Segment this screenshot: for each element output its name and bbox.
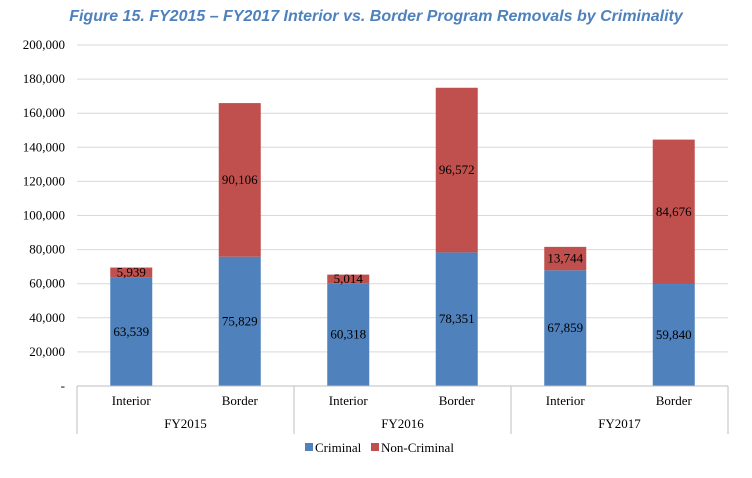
non-criminal-bar bbox=[110, 267, 153, 278]
y-tick-label: - bbox=[61, 378, 65, 393]
data-label: 13,744 bbox=[547, 251, 583, 266]
non-criminal-bar bbox=[544, 246, 587, 271]
x-group-label: FY2015 bbox=[164, 416, 207, 431]
criminal-bar bbox=[652, 283, 695, 386]
legend-swatch bbox=[305, 443, 313, 451]
data-label: 59,840 bbox=[656, 327, 692, 342]
data-label: 67,859 bbox=[547, 320, 583, 335]
non-criminal-bar bbox=[218, 103, 261, 257]
criminal-bar bbox=[544, 270, 587, 386]
x-group-label: FY2017 bbox=[598, 416, 641, 431]
y-axis-ticks: - 20,000 40,000 60,000 80,000 100,000 120,000 1… bbox=[23, 37, 65, 393]
criminal-bar bbox=[435, 252, 478, 386]
data-label: 84,676 bbox=[656, 204, 692, 219]
non-criminal-bar bbox=[435, 87, 478, 253]
y-tick-label: 100,000 bbox=[23, 208, 65, 223]
bars: 63,539 5,939 75,829 90,106 60,318 5,014 78,351… bbox=[110, 87, 695, 386]
legend-label: Criminal bbox=[315, 440, 362, 455]
y-tick-label: 20,000 bbox=[29, 344, 65, 359]
gridlines bbox=[77, 44, 728, 353]
data-label: 60,318 bbox=[330, 327, 366, 342]
chart-title: Figure 15. FY2015 – FY2017 Interior vs. … bbox=[69, 8, 683, 25]
legend: Criminal Non-Criminal bbox=[305, 440, 454, 455]
y-tick-label: 120,000 bbox=[23, 173, 65, 188]
criminal-bar bbox=[218, 256, 261, 386]
x-category-label: Border bbox=[439, 393, 476, 408]
y-tick-label: 40,000 bbox=[29, 310, 65, 325]
data-label: 63,539 bbox=[113, 324, 149, 339]
data-label: 96,572 bbox=[439, 162, 475, 177]
criminal-bar bbox=[110, 277, 153, 386]
y-tick-label: 200,000 bbox=[23, 37, 65, 52]
legend-swatch bbox=[371, 443, 379, 451]
y-tick-label: 180,000 bbox=[23, 71, 65, 86]
x-axis: Interior Border Interior Border Interior Bord… bbox=[76, 385, 729, 434]
y-tick-label: 60,000 bbox=[29, 276, 65, 291]
non-criminal-bar bbox=[652, 139, 695, 284]
y-tick-label: 80,000 bbox=[29, 242, 65, 257]
non-criminal-bar bbox=[327, 274, 370, 284]
x-category-label: Interior bbox=[112, 393, 152, 408]
data-label: 5,939 bbox=[117, 265, 146, 280]
y-tick-label: 140,000 bbox=[23, 139, 65, 154]
data-label: 75,829 bbox=[222, 313, 258, 328]
data-label: 78,351 bbox=[439, 311, 475, 326]
y-tick-label: 160,000 bbox=[23, 105, 65, 120]
x-group-label: FY2016 bbox=[381, 416, 424, 431]
legend-label: Non-Criminal bbox=[381, 440, 454, 455]
criminal-bar bbox=[327, 283, 370, 386]
data-label: 5,014 bbox=[334, 271, 364, 286]
x-category-label: Border bbox=[656, 393, 693, 408]
x-category-label: Interior bbox=[546, 393, 586, 408]
data-label: 90,106 bbox=[222, 172, 258, 187]
x-category-label: Border bbox=[222, 393, 259, 408]
x-category-label: Interior bbox=[329, 393, 369, 408]
